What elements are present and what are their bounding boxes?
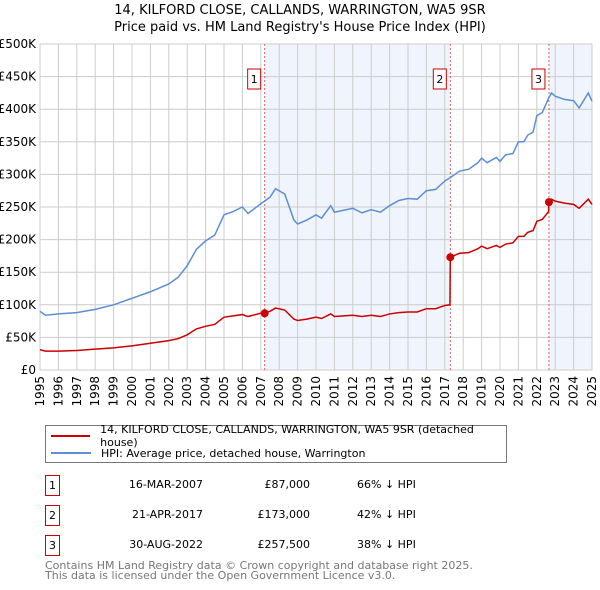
x-tick-label: 2013 <box>364 376 378 407</box>
plot-frame <box>39 43 593 371</box>
x-tick-label: 1999 <box>107 376 121 407</box>
sale-label-box <box>432 68 447 90</box>
x-tick-label: 2024 <box>567 376 581 407</box>
x-tick-label: 2012 <box>346 376 360 407</box>
x-tick-label: 1997 <box>70 376 84 407</box>
y-tick-label: £0 <box>21 363 36 377</box>
x-tick-label: 2016 <box>419 376 433 407</box>
sale-label: 1 <box>251 73 258 86</box>
sale-date: 30-AUG-2022 <box>129 538 203 551</box>
y-tick-label: £400K <box>0 102 37 116</box>
x-tick-label: 2007 <box>254 376 268 407</box>
x-tick-label: 2021 <box>511 376 525 407</box>
y-tick-label: £100K <box>0 298 37 312</box>
y-tick-label: £200K <box>0 233 37 247</box>
x-tick-label: 2010 <box>309 376 323 407</box>
chart-title: 14, KILFORD CLOSE, CALLANDS, WARRINGTON,… <box>114 3 486 18</box>
sale-label-box <box>247 68 262 90</box>
x-tick-label: 2023 <box>548 376 562 407</box>
x-tick-label: 2020 <box>493 376 507 407</box>
legend-label: HPI: Average price, detached house, Warr… <box>101 446 366 460</box>
legend-item-property: 14, KILFORD CLOSE, CALLANDS, WARRINGTON,… <box>51 423 506 449</box>
sale-marker-badge: 2 <box>45 505 60 526</box>
price-chart: £0 £50K £100K £150K £200K £250K £300K £350K £400… <box>0 37 599 407</box>
x-tick-label: 2006 <box>235 376 249 407</box>
y-tick-label: £500K <box>0 37 37 51</box>
legend-label: 14, KILFORD CLOSE, CALLANDS, WARRINGTON,… <box>100 423 474 449</box>
x-tick-label: 2022 <box>530 376 544 407</box>
sale-point <box>446 253 455 262</box>
sale-hpi-delta: 38% ↓ HPI <box>357 538 416 551</box>
x-tick-label: 2018 <box>456 376 470 407</box>
x-tick-label: 2004 <box>199 376 213 407</box>
sale-marker-badge: 3 <box>45 535 60 556</box>
x-tick-label: 2008 <box>272 376 286 407</box>
x-tick-label: 2009 <box>291 376 305 407</box>
legend-item-hpi: HPI: Average price, detached house, Warr… <box>51 445 365 461</box>
sale-price: £87,000 <box>264 478 311 491</box>
x-tick-label: 1995 <box>33 376 47 407</box>
sale-point <box>260 309 269 318</box>
x-tick-label: 2001 <box>143 376 157 407</box>
x-tick-label: 2014 <box>383 376 397 407</box>
sale-label: 2 <box>436 73 443 86</box>
series-line <box>39 198 593 352</box>
y-tick-label: £150K <box>0 265 37 279</box>
sale-label-box <box>531 68 546 90</box>
x-tick-label: 2017 <box>438 376 452 407</box>
sale-date: 16-MAR-2007 <box>128 478 203 491</box>
sale-hpi-delta: 42% ↓ HPI <box>357 508 416 521</box>
legend: 14, KILFORD CLOSE, CALLANDS, WARRINGTON,… <box>45 423 507 463</box>
legend-swatch <box>51 452 91 454</box>
sale-marker-badge: 1 <box>45 475 60 496</box>
chart-subtitle: Price paid vs. HM Land Registry's House … <box>114 20 486 35</box>
x-tick-label: 2025 <box>585 376 599 407</box>
y-tick-label: £350K <box>0 135 37 149</box>
copyright-notice: Contains HM Land Registry data © Crown c… <box>45 559 473 572</box>
x-tick-label: 2019 <box>475 376 489 407</box>
sale-point <box>544 198 553 207</box>
x-tick-label: 2003 <box>180 376 194 407</box>
x-tick-label: 2002 <box>162 376 176 407</box>
y-tick-label: £300K <box>0 167 37 181</box>
x-tick-label: 2011 <box>327 376 341 407</box>
licence-notice: This data is licensed under the Open Gov… <box>45 569 396 582</box>
sale-price: £173,000 <box>257 508 311 521</box>
sale-date: 21-APR-2017 <box>131 508 203 521</box>
x-tick-label: 2005 <box>217 376 231 407</box>
sale-price: £257,500 <box>257 538 311 551</box>
sale-label: 3 <box>535 73 542 86</box>
y-tick-label: £50K <box>5 330 37 344</box>
x-tick-label: 1996 <box>51 376 65 407</box>
legend-swatch <box>51 435 91 437</box>
x-tick-label: 2015 <box>401 376 415 407</box>
series-line <box>39 91 593 317</box>
y-tick-label: £450K <box>0 70 37 84</box>
x-tick-label: 2000 <box>125 376 139 407</box>
sale-hpi-delta: 66% ↓ HPI <box>357 478 416 491</box>
y-tick-label: £250K <box>0 200 37 214</box>
x-tick-label: 1998 <box>88 376 102 407</box>
